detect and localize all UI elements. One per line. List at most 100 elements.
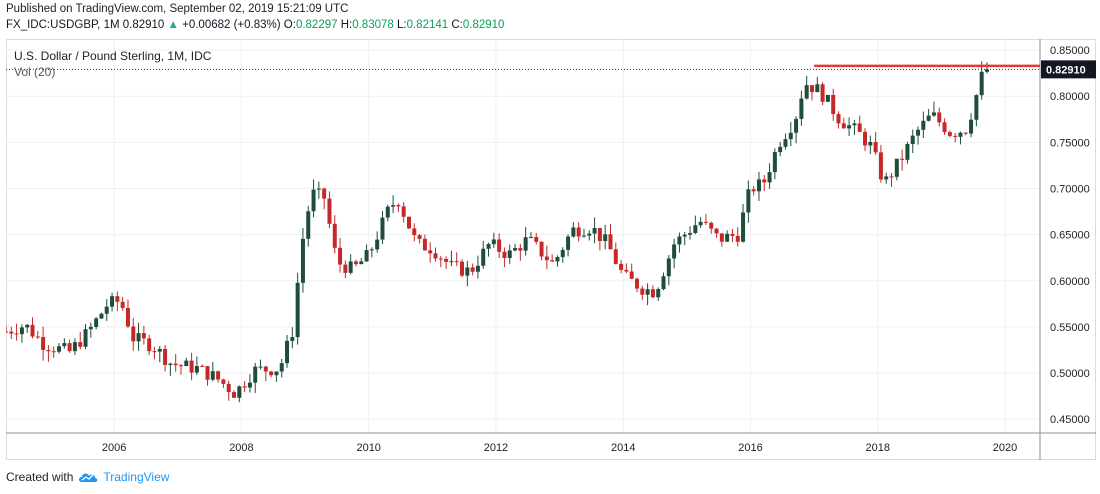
candle-up — [258, 366, 263, 368]
candle-down — [178, 365, 183, 367]
candle-down — [14, 333, 19, 335]
candle-up — [110, 296, 115, 307]
candle-down — [544, 256, 549, 261]
candle-down — [78, 342, 83, 347]
candle-down — [735, 235, 740, 242]
candle-up — [571, 227, 576, 237]
candle-up — [104, 306, 109, 314]
candle-down — [152, 351, 157, 353]
candle-down — [428, 250, 433, 254]
candle-up — [528, 236, 533, 238]
candle-up — [815, 84, 820, 93]
change-up-icon: ▲ — [167, 19, 179, 31]
candle-down — [51, 351, 56, 353]
candle-up — [523, 237, 528, 251]
low-label: L: — [397, 19, 407, 31]
time-tick-label: 2014 — [611, 442, 635, 454]
candle-up — [507, 250, 512, 259]
candle-down — [269, 371, 274, 376]
candle-up — [316, 188, 321, 190]
candle-up — [788, 132, 793, 140]
candle-down — [576, 227, 581, 237]
candle-up — [979, 71, 984, 96]
candle-up — [83, 329, 88, 347]
candle-up — [380, 217, 385, 240]
candle-down — [714, 228, 719, 234]
candle-down — [831, 94, 836, 115]
candle-down — [460, 261, 465, 276]
candle-up — [931, 112, 936, 116]
candle-up — [364, 250, 369, 262]
candle-down — [401, 206, 406, 217]
candle-up — [884, 176, 889, 180]
candle-down — [120, 301, 125, 308]
candle-down — [327, 198, 332, 224]
candle-down — [189, 360, 194, 373]
candle-up — [741, 212, 746, 242]
candle-down — [942, 122, 947, 133]
volume-indicator-label[interactable]: Vol (20) — [14, 65, 56, 79]
candle-up — [916, 129, 921, 136]
close-value: 0.82910 — [462, 19, 505, 31]
candle-up — [603, 234, 608, 242]
candle-up — [385, 206, 390, 218]
candle-up — [799, 98, 804, 119]
candle-up — [481, 248, 486, 266]
candle-up — [894, 158, 899, 177]
candle-down — [873, 141, 878, 153]
candle-down — [809, 85, 814, 93]
candle-down — [703, 221, 708, 223]
candle-down — [454, 261, 459, 263]
candle-up — [391, 205, 396, 207]
candle-down — [635, 278, 640, 289]
candle-down — [502, 251, 507, 259]
candle-down — [937, 112, 942, 123]
candle-up — [94, 318, 99, 327]
candle-up — [725, 233, 730, 242]
candle-down — [163, 349, 168, 365]
candle-down — [550, 260, 555, 262]
published-caption: Published on TradingView.com, September … — [6, 3, 349, 15]
candle-up — [449, 261, 454, 263]
candle-down — [141, 333, 146, 339]
last-price: 0.82910 — [122, 19, 165, 31]
candle-up — [486, 244, 491, 249]
candle-up — [57, 346, 62, 352]
price-tick-label: 0.80000 — [1050, 91, 1090, 103]
chart-area[interactable]: 0.45000 0.50000 0.55000 0.60000 0.65000 0.700… — [4, 39, 1096, 460]
candle-down — [836, 114, 841, 124]
candle-down — [953, 135, 958, 137]
candle-up — [852, 123, 857, 126]
candle-up — [698, 221, 703, 226]
candle-down — [597, 228, 602, 242]
time-tick-label: 2008 — [229, 442, 253, 454]
candle-down — [396, 205, 401, 207]
candle-down — [438, 258, 443, 260]
candle-down — [762, 179, 767, 183]
candle-up — [62, 343, 67, 347]
last-price-tag-label: 0.82910 — [1046, 64, 1086, 76]
price-tick-label: 0.65000 — [1050, 230, 1090, 242]
candle-up — [693, 225, 698, 234]
chart-title: U.S. Dollar / Pound Sterling, 1M, IDC — [14, 49, 212, 63]
candlestick-chart[interactable]: 0.45000 0.50000 0.55000 0.60000 0.65000 0.700… — [4, 39, 1096, 460]
candle-up — [910, 135, 915, 145]
open-value: 0.82297 — [295, 19, 338, 31]
candle-up — [926, 115, 931, 121]
candle-down — [650, 289, 655, 298]
candle-down — [216, 371, 221, 380]
candle-down — [878, 152, 883, 180]
candle-up — [756, 179, 761, 192]
candle-down — [863, 131, 868, 146]
candle-down — [412, 228, 417, 236]
candle-down — [640, 288, 645, 295]
candle-up — [369, 249, 374, 251]
candle-down — [205, 366, 210, 380]
candle-up — [465, 267, 470, 276]
candle-up — [210, 371, 215, 380]
candle-down — [147, 338, 152, 352]
tradingview-brand[interactable]: TradingView — [103, 470, 170, 484]
created-with-label: Created with — [6, 470, 74, 484]
candle-up — [491, 239, 496, 245]
candle-down — [900, 158, 905, 160]
